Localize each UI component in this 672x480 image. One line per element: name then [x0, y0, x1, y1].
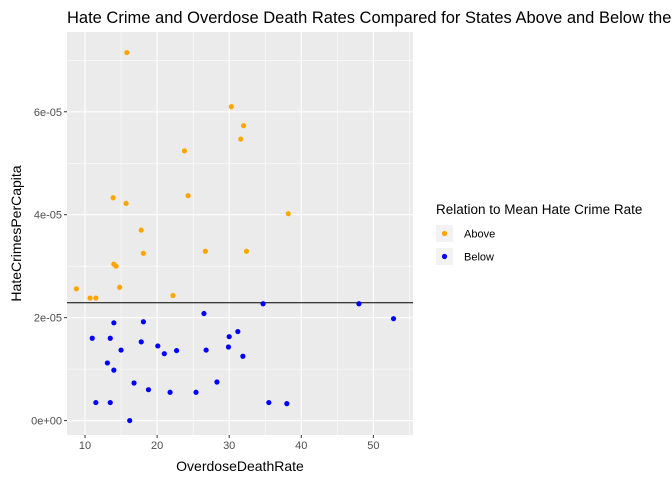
data-point-below [140, 319, 147, 325]
data-point-below [155, 343, 161, 349]
legend-label-below: Below [464, 252, 494, 264]
data-point-above [113, 263, 119, 269]
data-point-below [240, 353, 246, 359]
data-point-below [167, 389, 173, 395]
data-point-below [131, 380, 137, 386]
data-point-above [73, 286, 79, 292]
data-point-below [284, 401, 290, 407]
major-gridlines [67, 32, 413, 435]
data-point-above [181, 148, 188, 154]
data-point-above [138, 227, 144, 233]
data-point-below [107, 399, 113, 406]
data-point-below [111, 367, 117, 373]
data-point-below [225, 344, 232, 350]
data-point-below [201, 310, 207, 317]
data-point-above [93, 295, 99, 301]
x-tick-label: 50 [367, 440, 379, 452]
minor-gridlines [67, 32, 413, 435]
data-point-below [193, 389, 199, 395]
legend: Relation to Mean Hate Crime Rate Above Be… [436, 202, 642, 265]
data-point-below [107, 335, 113, 341]
data-point-above [110, 195, 116, 201]
y-tick-label: 2e-05 [34, 313, 62, 325]
y-tick-label: 6e-05 [34, 107, 62, 119]
legend-key-below [441, 253, 448, 260]
data-point-below [111, 320, 117, 326]
data-point-above [117, 284, 123, 290]
x-axis-title: OverdoseDeathRate [176, 458, 304, 474]
data-point-above [238, 136, 244, 142]
data-point-below [93, 399, 99, 406]
data-point-below [145, 387, 152, 393]
legend-key-above [441, 230, 448, 237]
data-point-below [390, 316, 397, 322]
data-point-below [266, 399, 272, 406]
data-point-above [228, 104, 234, 110]
data-point-below [203, 347, 209, 353]
data-point-below [235, 328, 241, 335]
data-point-below [356, 301, 362, 307]
x-axis: 10 20 30 40 50 [79, 435, 379, 452]
data-point-below [104, 360, 110, 366]
data-point-above [124, 49, 130, 56]
data-point-above [241, 123, 247, 129]
y-axis-title: HateCrimesPerCapita [8, 165, 24, 301]
data-point-below [118, 347, 124, 353]
data-point-below [161, 351, 167, 357]
data-point-below [226, 334, 232, 340]
data-point-above [202, 248, 208, 254]
x-tick-label: 40 [295, 440, 307, 452]
data-point-above [87, 295, 93, 301]
data-point-below [89, 335, 95, 341]
legend-label-above: Above [464, 229, 495, 241]
y-tick-label: 4e-05 [34, 210, 62, 222]
data-point-above [285, 211, 291, 217]
chart-title: Hate Crime and Overdose Death Rates Comp… [67, 9, 672, 27]
plot-panel [67, 32, 413, 435]
y-tick-label: 0e+00 [31, 416, 62, 428]
data-points [73, 49, 397, 424]
x-tick-label: 10 [79, 440, 91, 452]
data-point-below [260, 301, 266, 307]
legend-title: Relation to Mean Hate Crime Rate [436, 202, 642, 217]
data-point-above [123, 200, 129, 206]
data-point-above [170, 292, 176, 299]
x-tick-label: 20 [151, 440, 163, 452]
data-point-above [185, 193, 191, 199]
y-axis: 0e+00 2e-05 4e-05 6e-05 [31, 107, 67, 428]
data-point-below [173, 347, 180, 354]
data-point-above [140, 250, 147, 256]
data-point-below [214, 379, 220, 385]
data-point-below [138, 339, 144, 345]
data-point-below [127, 417, 133, 424]
data-point-above [243, 248, 250, 254]
x-tick-label: 30 [223, 440, 235, 452]
